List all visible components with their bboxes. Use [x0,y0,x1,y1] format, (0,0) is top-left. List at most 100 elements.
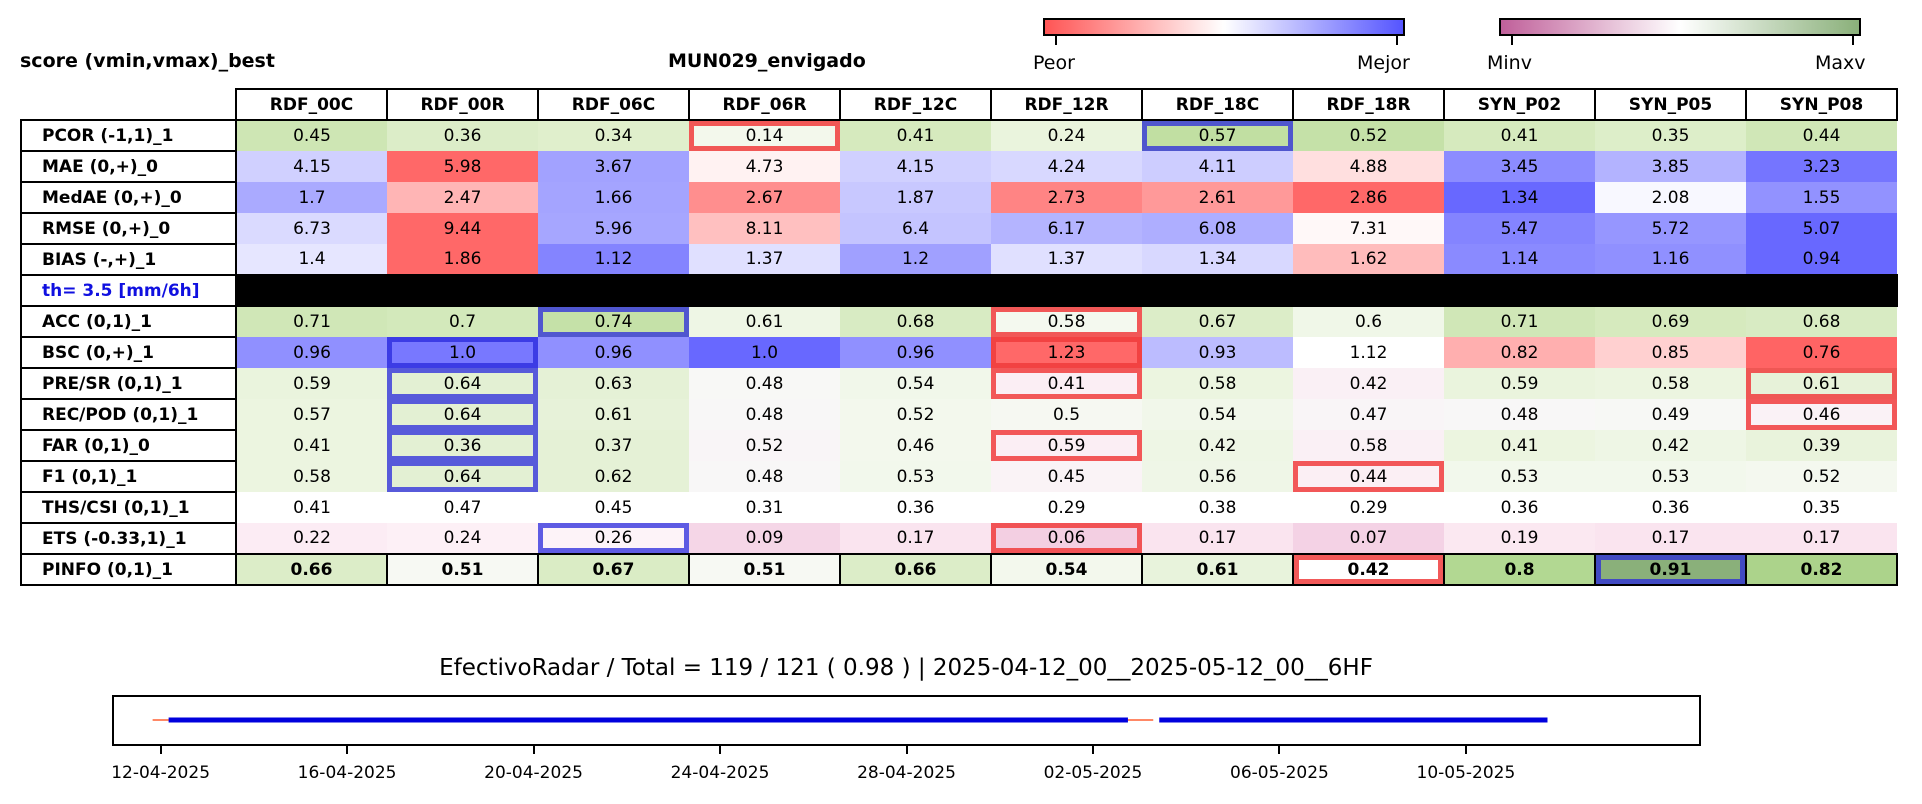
summary-text: EfectivoRadar / Total = 119 / 121 ( 0.98… [439,655,1373,681]
score-cell: 0.82 [1745,553,1898,586]
threshold-label: th= 3.5 [mm/6h] [20,274,237,307]
score-cell: 2.73 [991,182,1142,213]
score-cell: 0.07 [1293,523,1444,554]
score-value: 0.58 [1047,312,1086,332]
timeline-plot [112,695,1701,746]
score-cell: 5.98 [387,151,538,182]
score-cell: 0.48 [1444,399,1595,430]
score-cell: 0.14 [689,120,840,151]
score-value: 0.53 [896,466,935,487]
score-value: 7.31 [1349,218,1388,239]
score-value: 0.42 [1651,435,1690,456]
x-tick [1278,746,1281,754]
score-value: 0.7 [448,312,477,332]
score-value: 0.14 [745,126,784,146]
score-value: 0.71 [293,312,331,332]
score-value: 0.66 [290,559,333,580]
score-value: 0.67 [592,559,635,580]
score-cell: 0.94 [1746,244,1897,275]
score-cell: 0.64 [387,368,538,399]
score-cell: 3.67 [538,151,689,182]
score-value: 0.68 [896,312,935,332]
score-cell: 0.19 [1444,523,1595,554]
score-value: 0.48 [745,404,784,425]
score-value: 0.36 [896,497,935,518]
score-value: 0.42 [1349,373,1388,394]
score-cell: 0.17 [1746,523,1897,554]
table-row: ACC (0,1)_1 0.71 0.7 0.74 0.61 0.68 0.58 0.67 0.… [20,305,1897,338]
score-cell: 0.42 [1142,430,1293,461]
score-cell: 0.51 [386,553,539,586]
score-cell: 2.61 [1142,182,1293,213]
score-value: 1.4 [298,249,326,269]
score-value: 0.82 [1800,559,1843,580]
score-value: 0.62 [594,466,633,487]
score-value: 0.51 [743,559,786,580]
score-value: 5.98 [443,156,482,177]
score-value: 0.67 [1198,312,1237,332]
table-row: REC/POD (0,1)_1 0.57 0.64 0.61 0.48 0.52 0.5 0.… [20,398,1897,431]
score-cell: 0.59 [236,368,387,399]
x-tick [719,746,722,754]
score-value: 0.52 [1349,126,1388,146]
score-value: 1.62 [1349,249,1388,269]
score-value: 0.42 [1198,435,1237,456]
score-value: 0.54 [1198,404,1237,425]
colorbar-tick [1396,36,1398,45]
score-value: 0.61 [1802,373,1841,394]
colorbar-tick [1852,36,1854,45]
score-value: 0.53 [1500,466,1539,487]
score-value: 0.48 [745,466,784,487]
score-cell: 1.16 [1595,244,1746,275]
score-cell: 0.71 [1444,306,1595,337]
score-cell: 0.57 [236,399,387,430]
score-cell: 0.5 [991,399,1142,430]
score-value: 0.09 [745,528,784,548]
score-cell: 0.85 [1595,337,1746,368]
score-value: 0.68 [1802,312,1841,332]
chart-title-center: MUN029_envigado [668,50,866,72]
table-header-row: RDF_00C RDF_00R RDF_06C RDF_06R RDF_12C RDF_1… [21,88,1898,121]
score-cell: 0.63 [538,368,689,399]
score-cell: 0.67 [537,553,690,586]
score-value: 0.48 [1500,404,1539,425]
score-value: 0.76 [1802,342,1841,363]
score-value: 0.8 [1504,559,1535,580]
score-value: 0.5 [1052,404,1081,425]
score-cell: 0.42 [1293,368,1444,399]
colorbar-peor-mejor [1043,18,1405,36]
x-tick [1091,746,1094,754]
score-value: 1.12 [594,249,633,269]
row-label: ACC (0,1)_1 [20,305,237,338]
score-cell: 0.96 [538,337,689,368]
score-cell: 0.68 [840,306,991,337]
x-tick [905,746,908,754]
score-value: 0.57 [1198,126,1237,146]
threshold-row: th= 3.5 [mm/6h] [20,274,1898,307]
score-cell: 2.47 [387,182,538,213]
score-value: 0.35 [1651,126,1690,146]
row-label: RMSE (0,+)_0 [20,212,237,245]
score-value: 5.07 [1802,218,1841,239]
score-cell: 0.35 [1746,492,1897,523]
column-header: RDF_12C [839,88,992,121]
row-label: BIAS (-,+)_1 [20,243,237,276]
row-label: THS/CSI (0,1)_1 [20,491,237,524]
score-value: 0.58 [293,466,331,487]
score-value: 1.55 [1802,187,1841,208]
score-cell: 0.49 [1595,399,1746,430]
column-header: SYN_P08 [1745,88,1898,121]
x-tick-label: 06-05-2025 [1230,763,1329,783]
score-cell: 4.73 [689,151,840,182]
table-row: MedAE (0,+)_0 1.7 2.47 1.66 2.67 1.87 2.73 2.61… [20,181,1897,214]
score-value: 0.07 [1349,528,1388,548]
score-cell: 4.88 [1293,151,1444,182]
score-value: 0.59 [293,373,331,394]
score-cell: 0.45 [991,461,1142,492]
score-cell: 0.46 [840,430,991,461]
score-cell: 0.59 [991,430,1142,461]
row-label: PINFO (0,1)_1 [20,553,237,586]
table-row: BSC (0,+)_1 0.96 1.0 0.96 1.0 0.96 1.23 0.93 1.1… [20,336,1897,369]
score-value: 2.86 [1349,187,1388,208]
score-value: 0.34 [594,126,633,146]
